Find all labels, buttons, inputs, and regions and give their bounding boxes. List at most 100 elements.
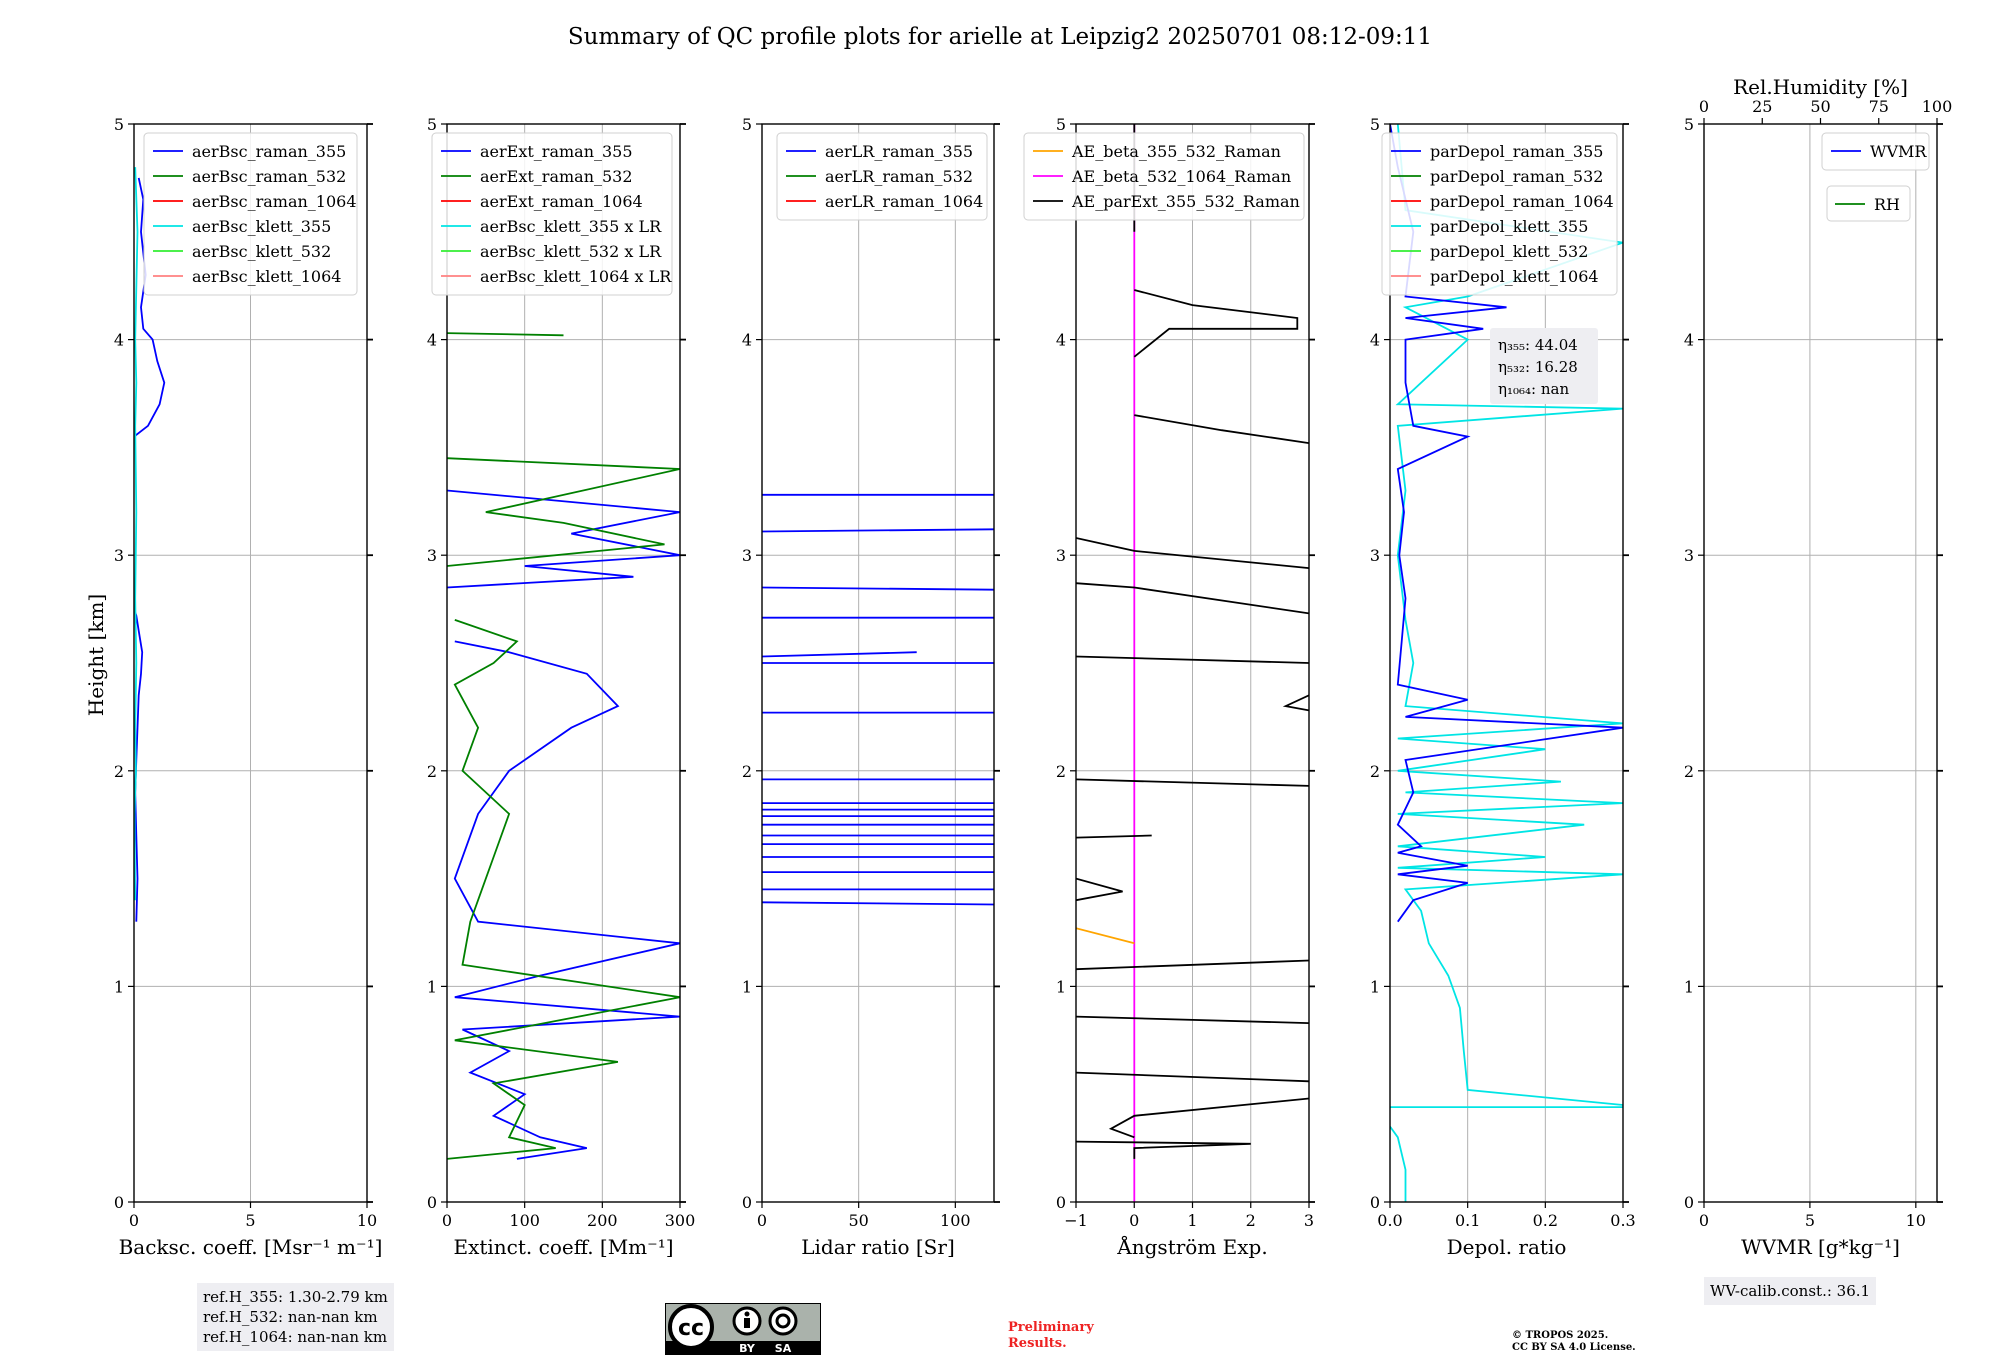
y-tick-label: 4 [1056, 331, 1066, 350]
preliminary-line-2: Results. [1008, 1336, 1067, 1351]
chart-panel-3: 0 50 100 0 1 2 3 4 5 Lidar ratio [Sr] aerLR_raman_… [742, 115, 1000, 1259]
svg-text:BY: BY [739, 1342, 756, 1355]
y-tick-label: 5 [114, 115, 124, 134]
x-tick-label: 0 [757, 1211, 767, 1230]
x-tick-label: 10 [357, 1211, 377, 1230]
legend-entry: aerBsc_klett_355 x LR [480, 217, 662, 236]
x-tick-label: 200 [587, 1211, 618, 1230]
legend-entry: AE_beta_355_532_Raman [1071, 142, 1281, 161]
legend-box [776, 132, 988, 221]
x-tick-label: 0.3 [1610, 1211, 1635, 1230]
x-tick-label: 0 [129, 1211, 139, 1230]
y-tick-label: 1 [1684, 977, 1694, 996]
series-line-AE_parExt_355_532_Raman [1076, 877, 1123, 902]
legend-entry: parDepol_raman_532 [1430, 167, 1603, 186]
series-line-aerExt_raman_532 [447, 619, 680, 1160]
legend-entry: aerBsc_klett_532 x LR [480, 242, 662, 261]
series-line-parDepol_klett_355 [1390, 1125, 1407, 1202]
legend-entry: aerBsc_klett_1064 [192, 267, 341, 286]
x-tick-label: 3 [1304, 1211, 1314, 1230]
x-axis-label: Ångström Exp. [1116, 1234, 1267, 1259]
y-tick-label: 0 [1684, 1193, 1694, 1212]
series-line-aerBsc_raman_355 [134, 608, 144, 922]
legend-entry: parDepol_raman_355 [1430, 142, 1603, 161]
series-line-aerLR_raman_355 [762, 901, 994, 906]
x-tick-label: 0 [1129, 1211, 1139, 1230]
y-axis-label: Height [km] [84, 594, 108, 716]
top-x-tick-label: 100 [1922, 97, 1953, 116]
top-x-tick-label: 25 [1752, 97, 1772, 116]
y-tick-label: 4 [742, 331, 752, 350]
legend2-entry: RH [1874, 195, 1900, 214]
ref-h-355: ref.H_355: 1.30-2.79 km [203, 1288, 388, 1306]
series-line-aerExt_raman_532 [447, 332, 564, 337]
axes-frame [761, 123, 995, 1203]
preliminary-note: Preliminary Results. [1008, 1320, 1094, 1352]
y-tick-label: 1 [742, 977, 752, 996]
legend-box [1023, 132, 1305, 221]
cc-icon [668, 1304, 714, 1350]
ref-h-1064: ref.H_1064: nan-nan km [203, 1328, 388, 1346]
share-alike-icon [768, 1306, 798, 1336]
legend-entry: parDepol_klett_355 [1430, 217, 1588, 236]
top-x-tick-label: 50 [1810, 97, 1830, 116]
legend-entry: parDepol_klett_532 [1430, 242, 1588, 261]
axes-frame [1389, 123, 1624, 1203]
legend-entry: aerBsc_klett_532 [192, 242, 331, 261]
legend: aerExt_raman_355 aerExt_raman_532 aerExt_r… [431, 132, 673, 296]
series-line-AE_parExt_355_532_Raman [1076, 1015, 1309, 1024]
x-axis-label: Depol. ratio [1447, 1235, 1567, 1259]
chart-panel-2: 0 100 200 300 0 1 2 3 4 5 Extinct. coeff. [Mm⁻¹] ae… [427, 115, 695, 1259]
x-tick-label: 0.1 [1455, 1211, 1480, 1230]
legend: WVMR RH [1821, 132, 1930, 222]
x-tick-label: 100 [509, 1211, 540, 1230]
y-tick-label: 3 [427, 546, 437, 565]
eta-annotation-box [1490, 328, 1598, 404]
top-x-tick-label: 75 [1869, 97, 1889, 116]
axes-frame [446, 123, 681, 1203]
y-tick-label: 1 [1370, 977, 1380, 996]
y-tick-label: 0 [114, 1193, 124, 1212]
top-x-tick-label: 0 [1699, 97, 1709, 116]
wv-calib-box: WV-calib.const.: 36.1 [1704, 1277, 1877, 1305]
ref-height-box: ref.H_355: 1.30-2.79 km ref.H_532: nan-n… [197, 1283, 394, 1351]
x-tick-label: 5 [1805, 1211, 1815, 1230]
preliminary-line-1: Preliminary [1008, 1320, 1094, 1335]
legend: parDepol_raman_355 parDepol_raman_532 parD… [1381, 132, 1618, 296]
series-line-aerLR_raman_355 [762, 586, 994, 591]
y-tick-label: 5 [1684, 115, 1694, 134]
legend-entry: aerBsc_raman_1064 [192, 192, 357, 211]
y-tick-label: 2 [114, 762, 124, 781]
x-tick-label: 1 [1187, 1211, 1197, 1230]
legend-entry: WVMR [1870, 142, 1927, 161]
y-tick-label: 5 [1056, 115, 1066, 134]
y-tick-label: 2 [1684, 762, 1694, 781]
legend-box [431, 132, 673, 296]
y-tick-label: 0 [1056, 1193, 1066, 1212]
series-line-aerBsc_raman_355 [134, 177, 166, 438]
series-line-AE_parExt_355_532_Raman [1076, 1140, 1251, 1159]
legend: AE_beta_355_532_Raman AE_beta_532_1064_Ra… [1023, 132, 1305, 221]
legend: aerBsc_raman_355 aerBsc_raman_532 aerBsc_r… [143, 132, 358, 296]
legend-entry: aerExt_raman_1064 [480, 192, 643, 211]
series-line-parDepol_klett_355 [1395, 124, 1623, 1106]
series-line-AE_parExt_355_532_Raman [1076, 537, 1309, 569]
x-tick-label: 10 [1906, 1211, 1926, 1230]
y-tick-label: 5 [742, 115, 752, 134]
y-tick-label: 1 [427, 977, 437, 996]
series-line-AE_parExt_355_532_Raman [1076, 1071, 1309, 1083]
y-tick-label: 2 [1370, 762, 1380, 781]
chart-panel-5: 0.0 0.1 0.2 0.3 0 1 2 3 4 5 Depol. ratio parDepol_r… [1370, 115, 1636, 1259]
legend-entry: AE_parExt_355_532_Raman [1071, 192, 1300, 211]
chart-panel-1: 0 5 10 0 1 2 3 4 5 Backsc. coeff. [Msr⁻¹ m⁻¹] aerB… [114, 115, 383, 1259]
legend2-box [1826, 185, 1911, 222]
legend-box [1821, 132, 1930, 171]
y-tick-label: 2 [427, 762, 437, 781]
series-line-AE_parExt_355_532_Raman [1282, 694, 1309, 712]
svg-text:cc: cc [678, 1316, 704, 1341]
cc-by-sa-logo: cc BY SA [665, 1303, 821, 1355]
x-tick-label: 0.0 [1377, 1211, 1402, 1230]
